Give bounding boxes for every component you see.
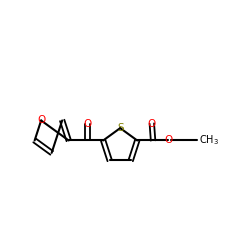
Text: S: S — [117, 123, 123, 133]
Text: O: O — [148, 118, 156, 128]
Text: CH$_3$: CH$_3$ — [199, 134, 219, 147]
Text: O: O — [37, 116, 45, 126]
Text: O: O — [164, 136, 172, 145]
Text: O: O — [83, 118, 92, 128]
